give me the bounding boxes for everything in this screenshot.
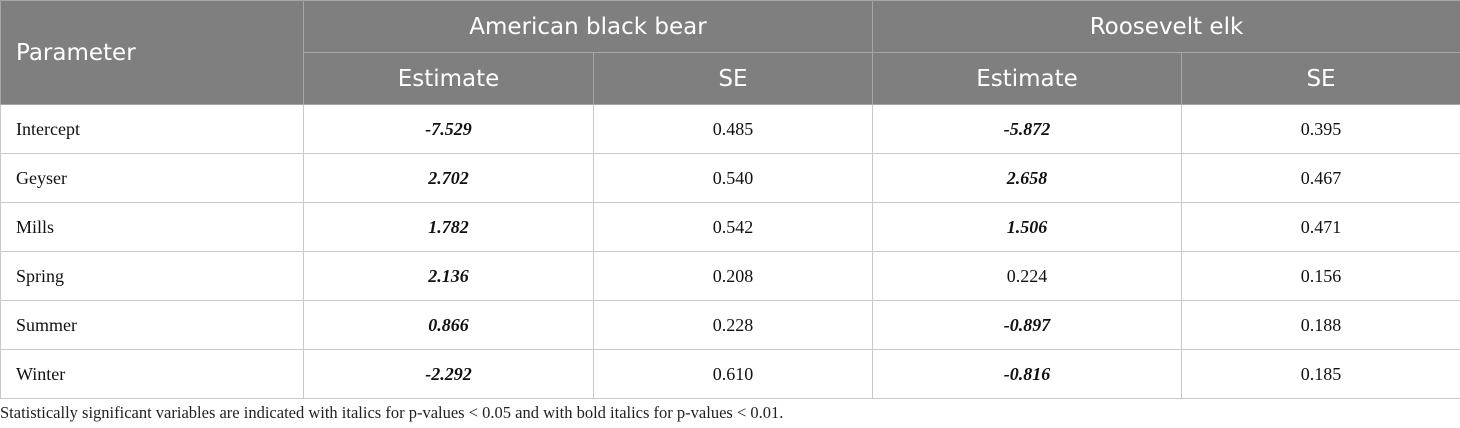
bear-se-cell: 0.208 [593,251,873,301]
elk-se-cell: 0.156 [1180,251,1460,301]
row-parameter-name: Geyser [0,153,304,203]
bear-estimate-cell: -7.529 [303,104,594,154]
elk-estimate-cell: -0.897 [872,300,1182,350]
elk-se-cell: 0.471 [1180,202,1460,252]
bear-se-cell: 0.540 [593,153,873,203]
header-elk-se: SE [1180,52,1460,105]
table-row: Intercept -7.529 0.485 -5.872 0.395 [0,104,1460,154]
row-parameter-name: Summer [0,300,304,350]
header-parameter: Parameter [0,0,304,105]
bear-estimate-cell: 1.782 [303,202,594,252]
table-row: Spring 2.136 0.208 0.224 0.156 [0,251,1460,301]
bear-se-cell: 0.610 [593,349,873,399]
table-row: Summer 0.866 0.228 -0.897 0.188 [0,300,1460,350]
bear-se-cell: 0.228 [593,300,873,350]
header-group-elk: Roosevelt elk [871,0,1460,53]
bear-estimate-cell: 2.702 [303,153,594,203]
bear-estimate-cell: 2.136 [303,251,594,301]
table-footnote: Statistically significant variables are … [0,403,784,422]
elk-se-cell: 0.185 [1180,349,1460,399]
row-parameter-name: Mills [0,202,304,252]
elk-estimate-cell: 1.506 [872,202,1182,252]
row-parameter-name: Winter [0,349,304,399]
results-table: Parameter American black bear Roosevelt … [0,0,1460,399]
elk-se-cell: 0.395 [1180,104,1460,154]
row-parameter-name: Intercept [0,104,304,154]
table-body: Intercept -7.529 0.485 -5.872 0.395 Geys… [0,104,1460,399]
elk-se-cell: 0.188 [1180,300,1460,350]
header-bear-estimate: Estimate [303,52,594,105]
elk-se-cell: 0.467 [1180,153,1460,203]
table-row: Mills 1.782 0.542 1.506 0.471 [0,202,1460,252]
header-elk-estimate: Estimate [872,52,1182,105]
elk-estimate-cell: -0.816 [872,349,1182,399]
elk-estimate-cell: -5.872 [872,104,1182,154]
table-row: Winter -2.292 0.610 -0.816 0.185 [0,349,1460,399]
elk-estimate-cell: 0.224 [872,251,1182,301]
elk-estimate-cell: 2.658 [872,153,1182,203]
table-header: Parameter American black bear Roosevelt … [0,0,1460,105]
bear-se-cell: 0.485 [593,104,873,154]
header-group-bear: American black bear [303,0,873,53]
bear-estimate-cell: -2.292 [303,349,594,399]
table-row: Geyser 2.702 0.540 2.658 0.467 [0,153,1460,203]
bear-se-cell: 0.542 [593,202,873,252]
header-bear-se: SE [593,52,873,105]
row-parameter-name: Spring [0,251,304,301]
bear-estimate-cell: 0.866 [303,300,594,350]
